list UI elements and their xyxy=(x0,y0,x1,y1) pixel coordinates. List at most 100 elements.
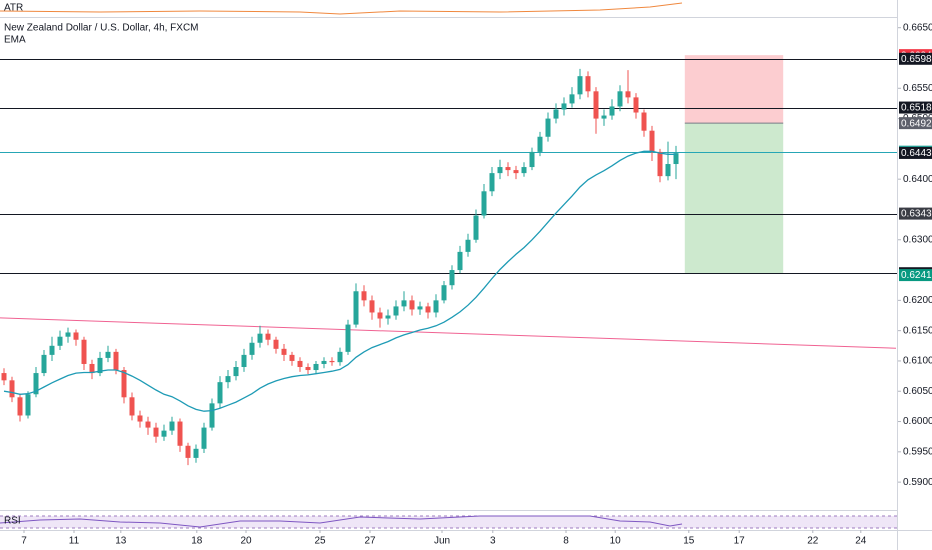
x-tick-label: Jun xyxy=(434,536,450,547)
candle-body xyxy=(89,363,95,374)
candle-body xyxy=(345,324,351,352)
candle-body xyxy=(617,91,623,107)
price-label-box xyxy=(899,117,932,130)
candle-body xyxy=(665,164,671,177)
price-label: 0.63432 xyxy=(901,209,932,220)
candle-body xyxy=(433,300,439,313)
x-tick-label: 11 xyxy=(69,536,80,547)
candle-body xyxy=(393,306,399,316)
candle-body xyxy=(585,76,591,92)
candle-body xyxy=(233,367,239,377)
candle-body xyxy=(593,91,599,119)
candle-body xyxy=(65,332,71,337)
candle-body xyxy=(673,153,679,165)
candle-body xyxy=(577,76,583,95)
candle-body xyxy=(25,394,31,416)
candle-body xyxy=(225,376,231,383)
x-tick-label: 27 xyxy=(364,536,376,547)
candle-body xyxy=(609,106,615,116)
candle-body xyxy=(553,109,559,119)
candle-body xyxy=(329,360,335,363)
candle-body xyxy=(489,173,495,192)
stop-zone xyxy=(684,55,784,124)
rsi-band xyxy=(0,516,897,528)
candle-body xyxy=(57,336,63,346)
price-label-box xyxy=(899,52,932,65)
candle-body xyxy=(449,270,455,286)
ema-line xyxy=(3,150,676,412)
x-tick-label: 17 xyxy=(734,536,746,547)
candle-body xyxy=(641,112,647,131)
candle-body xyxy=(425,306,431,313)
atr-line xyxy=(0,2,683,15)
price-label: 0.64433 xyxy=(901,148,932,159)
x-tick-label: 22 xyxy=(807,536,819,547)
candle-body xyxy=(657,151,663,177)
candle-body xyxy=(569,94,575,104)
candle-body xyxy=(121,370,127,398)
candle-body xyxy=(105,351,111,358)
candle-body xyxy=(649,130,655,152)
candle-body xyxy=(185,445,191,458)
candle-body xyxy=(321,360,327,364)
price-label: 0.62417 xyxy=(901,270,932,281)
target-zone xyxy=(684,123,784,274)
candle-body xyxy=(41,354,47,374)
price-label-box xyxy=(899,146,932,159)
price-label-box xyxy=(899,269,932,282)
candle-body xyxy=(161,430,167,437)
price-label-box xyxy=(899,207,932,220)
candle-body xyxy=(49,345,55,355)
candle-body xyxy=(545,118,551,137)
x-tick-label: 24 xyxy=(855,536,867,547)
candle-body xyxy=(537,136,543,152)
candle-body xyxy=(385,315,391,319)
candle-body xyxy=(625,91,631,98)
candle-body xyxy=(401,300,407,307)
atr-label: ATR xyxy=(4,3,23,14)
candle-body xyxy=(529,151,535,168)
candle-body xyxy=(265,333,271,340)
candle-body xyxy=(9,380,15,398)
candle-body xyxy=(457,251,463,271)
x-tick-label: 13 xyxy=(115,536,127,547)
price-label: 0.64925 xyxy=(901,118,932,129)
candle-body xyxy=(241,354,247,368)
candle-body xyxy=(353,291,359,325)
chart-title: New Zealand Dollar / U.S. Dollar, 4h, FX… xyxy=(4,23,199,34)
candle-body xyxy=(305,367,311,371)
price-label: 0.65987 xyxy=(901,54,932,65)
candle-body xyxy=(337,351,343,363)
candle-body xyxy=(505,167,511,171)
rsi-label: RSI xyxy=(4,516,21,527)
trend-line xyxy=(0,317,897,349)
candle-body xyxy=(1,373,7,381)
x-tick-label: 18 xyxy=(191,536,203,547)
candle-body xyxy=(361,291,367,301)
x-tick-label: 7 xyxy=(21,536,27,547)
candle-body xyxy=(297,360,303,368)
candle-body xyxy=(217,382,223,404)
candle-body xyxy=(257,333,263,343)
price-label-box xyxy=(899,101,932,114)
candle-body xyxy=(17,397,23,416)
x-tick-label: 15 xyxy=(683,536,695,547)
candle-body xyxy=(249,342,255,355)
candle-body xyxy=(633,97,639,113)
candle-body xyxy=(417,306,423,310)
candle-body xyxy=(33,373,39,395)
candle-body xyxy=(409,300,415,310)
x-tick-label: 20 xyxy=(240,536,252,547)
candle-body xyxy=(193,448,199,458)
x-tick-label: 10 xyxy=(610,536,622,547)
candle-body xyxy=(465,239,471,252)
candle-body xyxy=(113,351,119,371)
